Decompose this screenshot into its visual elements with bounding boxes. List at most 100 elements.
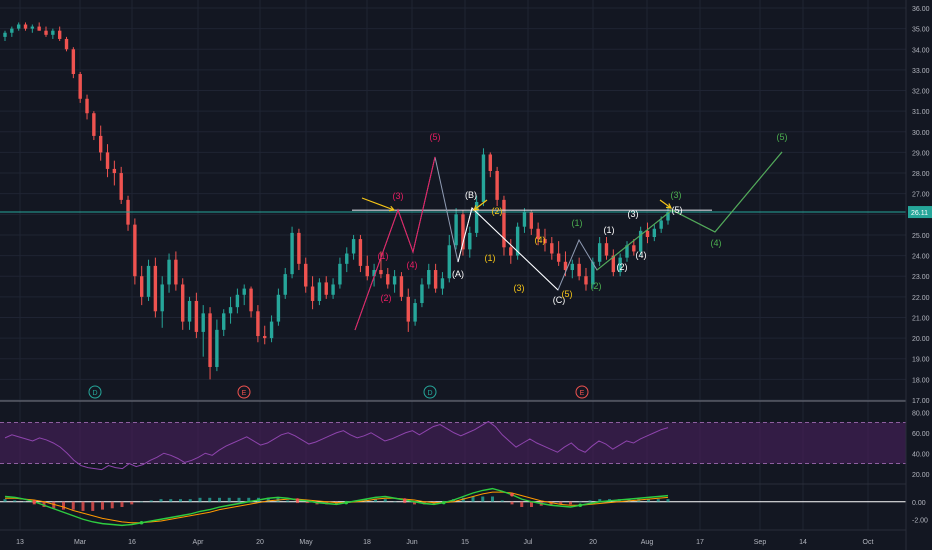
- macd-histogram-bar: [13, 500, 17, 502]
- candle-body: [16, 24, 21, 29]
- wave-label: (2): [591, 281, 602, 291]
- candle-body: [365, 265, 369, 277]
- candle-body: [495, 170, 499, 200]
- time-tick-label: Mar: [74, 539, 87, 546]
- candle-body: [481, 154, 486, 202]
- wave-label: (C): [553, 295, 566, 305]
- macd-cross-dot: [344, 500, 349, 505]
- candle-body: [235, 294, 240, 308]
- candle-body: [604, 243, 609, 256]
- candle-body: [85, 98, 89, 114]
- wave-label: (3): [628, 209, 639, 219]
- candle-body: [269, 321, 274, 339]
- candle-body: [413, 303, 417, 322]
- price-tick-label: 17.00: [912, 398, 930, 405]
- wave-label: (3): [514, 283, 525, 293]
- macd-histogram-bar: [179, 499, 182, 502]
- candle-body: [208, 313, 212, 367]
- candle-body: [10, 28, 14, 33]
- wave-label: (5): [777, 132, 788, 142]
- candle-body: [345, 253, 349, 264]
- candle-body: [611, 255, 616, 273]
- candle-body: [324, 282, 328, 295]
- candle-body: [386, 274, 390, 285]
- candle-body: [577, 263, 581, 277]
- wave-label: (1): [604, 225, 615, 235]
- wave-label: (5): [430, 132, 441, 142]
- time-tick-label: 16: [128, 539, 136, 546]
- impulse-wave-line: [354, 156, 436, 331]
- event-marker-circle: [423, 385, 437, 399]
- macd-histogram-bar: [140, 501, 143, 503]
- candle-body: [433, 270, 438, 289]
- arrow-annotation: [473, 205, 480, 211]
- wave-label: (2): [617, 262, 628, 272]
- macd-histogram-bar: [266, 497, 270, 502]
- wave-label: (2): [492, 206, 503, 216]
- projected-wave-line: [596, 151, 783, 271]
- macd-histogram-bar: [110, 501, 114, 509]
- time-tick-label: Jul: [524, 539, 533, 546]
- wave-label: (5): [672, 205, 683, 215]
- wave-label: (3): [671, 190, 682, 200]
- rsi-band: [0, 422, 906, 464]
- candle-body: [187, 300, 192, 322]
- correction-wave-line: [457, 207, 559, 291]
- price-axis[interactable]: 36.00 35.00 34.00 33.00 32.00 31.00 30.00 29.00…: [905, 0, 932, 550]
- arrow-annotation: [659, 199, 672, 209]
- candle-body: [242, 288, 246, 295]
- candle-body: [509, 247, 513, 256]
- candle-body: [563, 261, 568, 271]
- macd-cross-dot: [295, 498, 300, 502]
- candle-body: [119, 173, 123, 200]
- time-tick-label: 20: [589, 539, 597, 546]
- candle-body: [174, 259, 178, 285]
- rsi-tick-label: 40.00: [912, 451, 930, 458]
- candle-body: [256, 311, 260, 337]
- rsi-line: [4, 420, 669, 471]
- wave-label: (B): [465, 190, 477, 200]
- candle-body: [30, 26, 35, 29]
- price-tick-label: 24.00: [912, 254, 930, 261]
- time-tick-label: Aug: [641, 539, 654, 546]
- price-tick-label: 32.00: [912, 89, 930, 96]
- candle-body: [420, 284, 424, 304]
- wave-label: (4): [407, 260, 418, 270]
- price-tick-label: 31.00: [912, 109, 930, 116]
- price-tick-label: 35.00: [912, 27, 930, 34]
- macd-histogram-bar: [101, 501, 104, 510]
- wave-label: (2): [381, 293, 392, 303]
- macd-histogram-bar: [52, 501, 56, 509]
- wave-label: (5): [562, 289, 573, 299]
- signal-line: [5, 491, 669, 524]
- wave-label: (3): [393, 191, 404, 201]
- macd-histogram-bar: [198, 497, 202, 502]
- time-tick-label: 15: [461, 539, 469, 546]
- macd-histogram-bar: [598, 499, 602, 502]
- macd-histogram-bar: [520, 501, 524, 507]
- macd-panel: [0, 487, 906, 527]
- candle-body: [98, 135, 103, 153]
- time-tick-label: 14: [799, 539, 807, 546]
- time-axis[interactable]: 13 Mar 16 Apr 20 May 18 Jun 15 Jul 20 Aug 17 Sep 14 Oct: [0, 529, 906, 546]
- macd-histogram-bar: [471, 496, 475, 502]
- candle-body: [57, 30, 62, 39]
- macd-histogram-bar: [666, 499, 670, 502]
- macd-histogram-bar: [413, 501, 416, 505]
- candle-body: [454, 214, 458, 246]
- candle-body: [181, 284, 185, 322]
- candle-body: [488, 154, 492, 171]
- arrow-annotation: [473, 199, 488, 211]
- candle-body: [529, 212, 533, 229]
- time-tick-label: Apr: [193, 539, 205, 546]
- arrow-annotation: [361, 197, 395, 211]
- candle-body: [372, 270, 376, 277]
- candle-body: [618, 257, 622, 273]
- candle-body: [570, 263, 575, 271]
- macd-cross-dot: [578, 503, 583, 508]
- macd-histogram-bar: [23, 501, 26, 503]
- candle-body: [297, 232, 301, 264]
